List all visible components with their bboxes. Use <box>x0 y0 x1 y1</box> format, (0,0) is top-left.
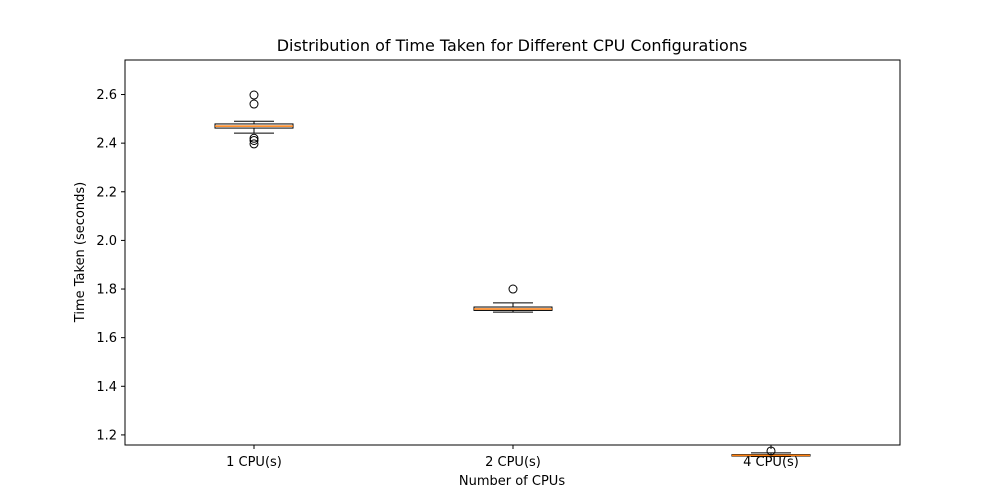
y-tick-label: 1.8 <box>96 283 117 298</box>
outlier-point <box>249 133 259 143</box>
y-tick-label: 1.6 <box>96 331 117 346</box>
x-tick-label: 1 CPU(s) <box>226 455 282 470</box>
box-series <box>214 90 811 458</box>
plot-area-frame <box>124 59 901 446</box>
x-axis-ticks: 1 CPU(s) 2 CPU(s) 4 CPU(s) <box>226 445 799 470</box>
x-axis-label: Number of CPUs <box>459 474 565 489</box>
box-plot-2 <box>473 284 553 313</box>
outlier-point <box>766 446 776 456</box>
y-tick-label: 2.6 <box>96 88 117 103</box>
x-tick-label: 4 CPU(s) <box>743 455 799 470</box>
y-tick-label: 2.4 <box>96 137 117 152</box>
y-axis-ticks: 1.2 1.4 1.6 1.8 2.0 2.2 2.4 2.6 <box>96 88 125 443</box>
y-tick-label: 2.0 <box>96 234 117 249</box>
x-tick-label: 2 CPU(s) <box>485 455 541 470</box>
y-tick-label: 2.2 <box>96 185 117 200</box>
chart-title: Distribution of Time Taken for Different… <box>277 36 748 55</box>
y-tick-label: 1.4 <box>96 380 117 395</box>
y-axis-label: Time Taken (seconds) <box>73 182 88 323</box>
outlier-point <box>249 99 259 109</box>
outlier-point <box>508 284 518 294</box>
y-tick-label: 1.2 <box>96 428 117 443</box>
outlier-point <box>249 135 259 145</box>
box-plot-3 <box>731 446 811 458</box>
outlier-point <box>249 90 259 100</box>
outlier-point <box>249 139 259 149</box>
box-plot-1 <box>214 90 294 149</box>
